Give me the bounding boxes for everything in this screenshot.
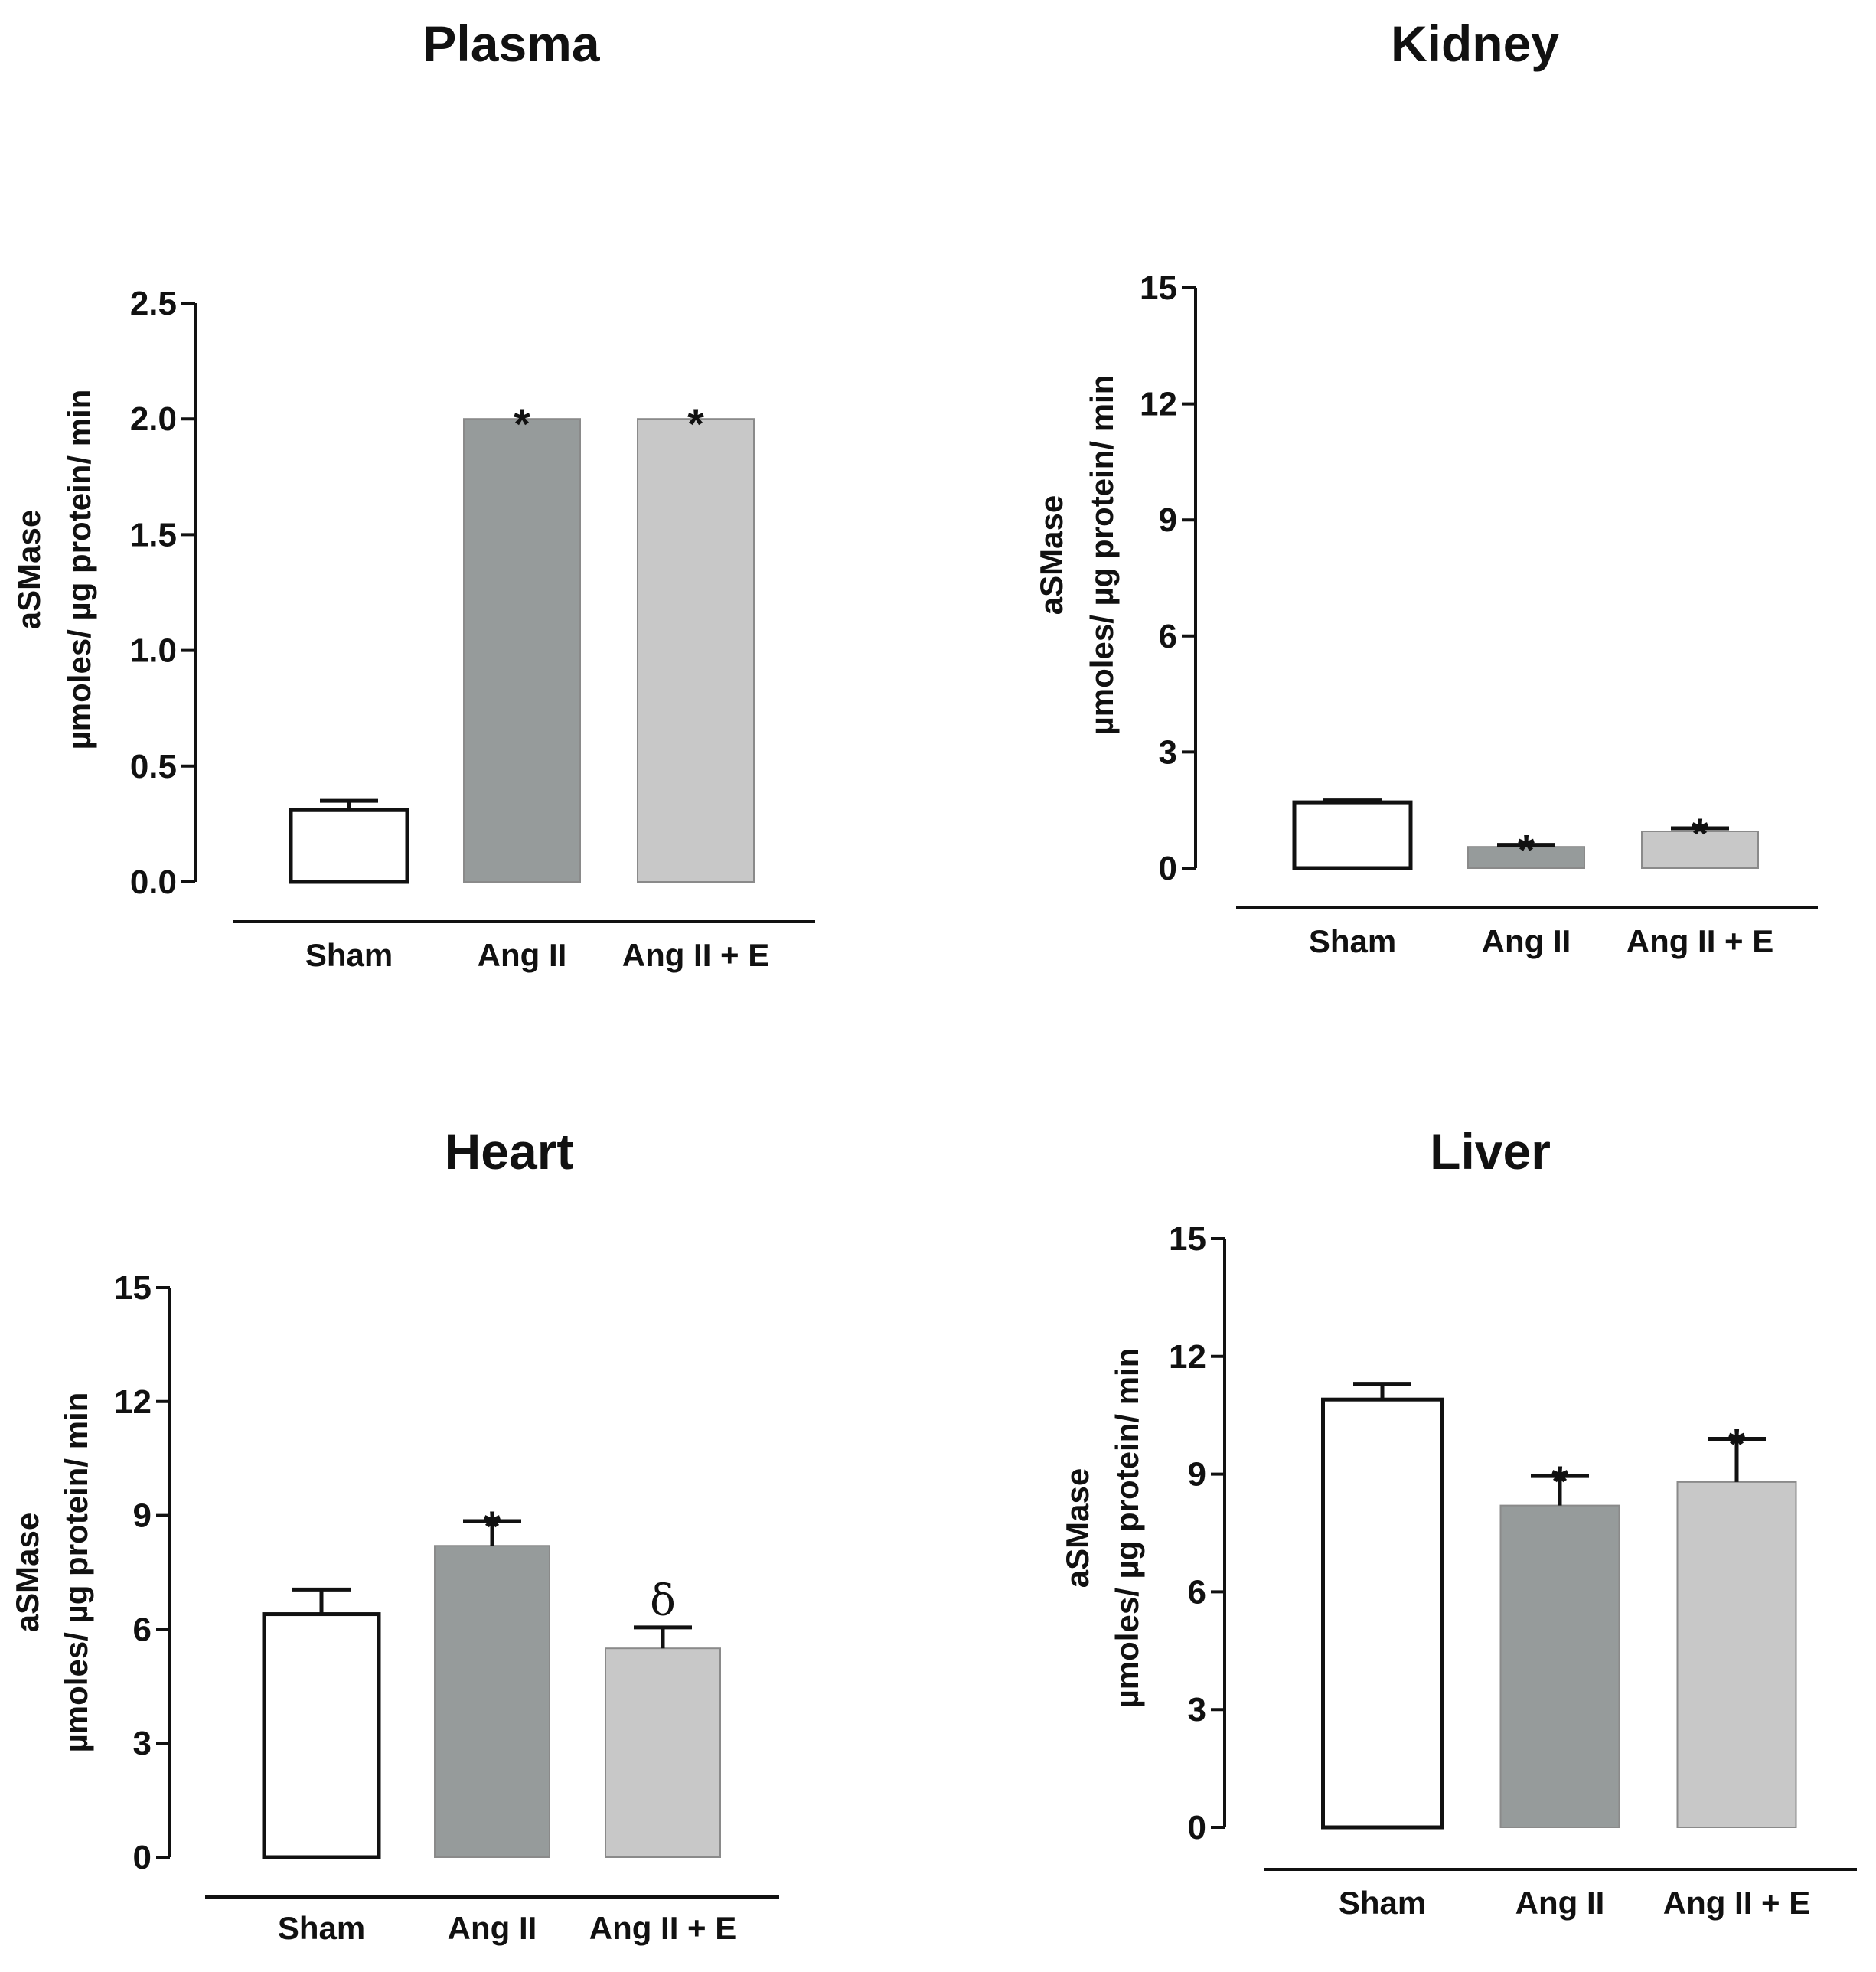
category-label: Ang II + E	[1663, 1885, 1811, 1921]
significance-mark: *	[514, 400, 530, 448]
chart-panel-kidney: Kidney 0 3 6 9 12 15 aSMase µmoles/ µg protein/ …	[1033, 15, 1818, 959]
bar	[434, 1545, 550, 1859]
significance-mark: δ	[650, 1576, 676, 1626]
y-tick-label: 6	[1188, 1573, 1206, 1611]
chart-title: Liver	[1430, 1123, 1551, 1180]
chart-title: Heart	[445, 1123, 574, 1180]
significance-mark: *	[484, 1502, 501, 1550]
y-tick-label: 0	[1188, 1809, 1206, 1846]
category-label: Sham	[1339, 1885, 1426, 1921]
category-label: Ang II	[1515, 1885, 1605, 1921]
y-tick-label: 12	[1140, 386, 1177, 423]
y-tick-label: 0	[1159, 850, 1177, 887]
bar	[1676, 1481, 1797, 1829]
category-label: Ang II + E	[1626, 923, 1774, 959]
category-label: Sham	[278, 1910, 365, 1946]
chart-title: Kidney	[1391, 15, 1559, 72]
y-axis-label: aSMase	[1059, 1468, 1095, 1588]
y-tick-label: 15	[114, 1269, 152, 1307]
y-tick-label: 0	[133, 1839, 152, 1876]
bar	[605, 1647, 721, 1858]
significance-mark: *	[1728, 1419, 1745, 1468]
y-tick-label: 1.5	[130, 516, 177, 553]
y-tick-label: 6	[133, 1611, 152, 1648]
bar	[262, 1612, 381, 1859]
category-label: Sham	[1309, 923, 1396, 959]
y-tick-label: 0.0	[130, 864, 177, 901]
y-tick-label: 15	[1169, 1220, 1206, 1258]
bar	[289, 808, 409, 884]
category-label: Ang II + E	[622, 937, 770, 973]
y-axis-label: µmoles/ µg protein/ min	[61, 390, 97, 750]
bar	[637, 418, 755, 883]
category-label: Ang II	[448, 1910, 537, 1946]
significance-mark: *	[1518, 826, 1535, 874]
y-tick-label: 9	[1188, 1456, 1206, 1494]
bar	[1641, 830, 1759, 869]
chart-panel-liver: Liver 0 3 6 9 12 15 aSMase µmoles/ µg protein/ m…	[1059, 1123, 1857, 1921]
category-label: Ang II	[1482, 923, 1571, 959]
chart-title: Plasma	[423, 15, 600, 72]
y-axis-label: aSMase	[11, 510, 47, 629]
significance-mark: *	[1551, 1457, 1568, 1505]
chart-panel-heart: Heart 0 3 6 9 12 15 aSMase µmoles/ µg protein/ m…	[9, 1123, 779, 1946]
chart-panel-plasma: Plasma 0.0 0.5 1.0 1.5 2.0 2.5 aSMase µmoles/ µg…	[11, 15, 815, 973]
category-label: Sham	[305, 937, 393, 973]
category-label: Ang II	[478, 937, 567, 973]
y-tick-label: 12	[114, 1383, 152, 1421]
bar	[1321, 1397, 1444, 1830]
significance-mark: *	[1692, 809, 1708, 857]
bar	[1292, 800, 1413, 870]
y-tick-label: 2.0	[130, 400, 177, 438]
y-tick-label: 1.0	[130, 632, 177, 670]
y-tick-label: 6	[1159, 618, 1177, 655]
y-axis-label: µmoles/ µg protein/ min	[1084, 375, 1120, 736]
y-axis-label: aSMase	[1033, 495, 1069, 615]
y-tick-label: 12	[1169, 1338, 1206, 1376]
y-axis-label: µmoles/ µg protein/ min	[1109, 1348, 1145, 1709]
y-tick-label: 3	[1159, 733, 1177, 771]
y-tick-label: 9	[133, 1497, 152, 1535]
y-tick-label: 9	[1159, 501, 1177, 539]
y-axis-label: µmoles/ µg protein/ min	[58, 1392, 94, 1753]
y-axis-label: aSMase	[9, 1513, 45, 1632]
y-tick-label: 3	[1188, 1691, 1206, 1729]
y-tick-label: 0.5	[130, 748, 177, 785]
y-tick-label: 15	[1140, 269, 1177, 307]
significance-mark: *	[687, 400, 704, 448]
bar	[463, 418, 581, 883]
y-tick-label: 3	[133, 1725, 152, 1762]
category-label: Ang II + E	[589, 1910, 737, 1946]
bar	[1499, 1504, 1620, 1828]
y-tick-label: 2.5	[130, 285, 177, 322]
